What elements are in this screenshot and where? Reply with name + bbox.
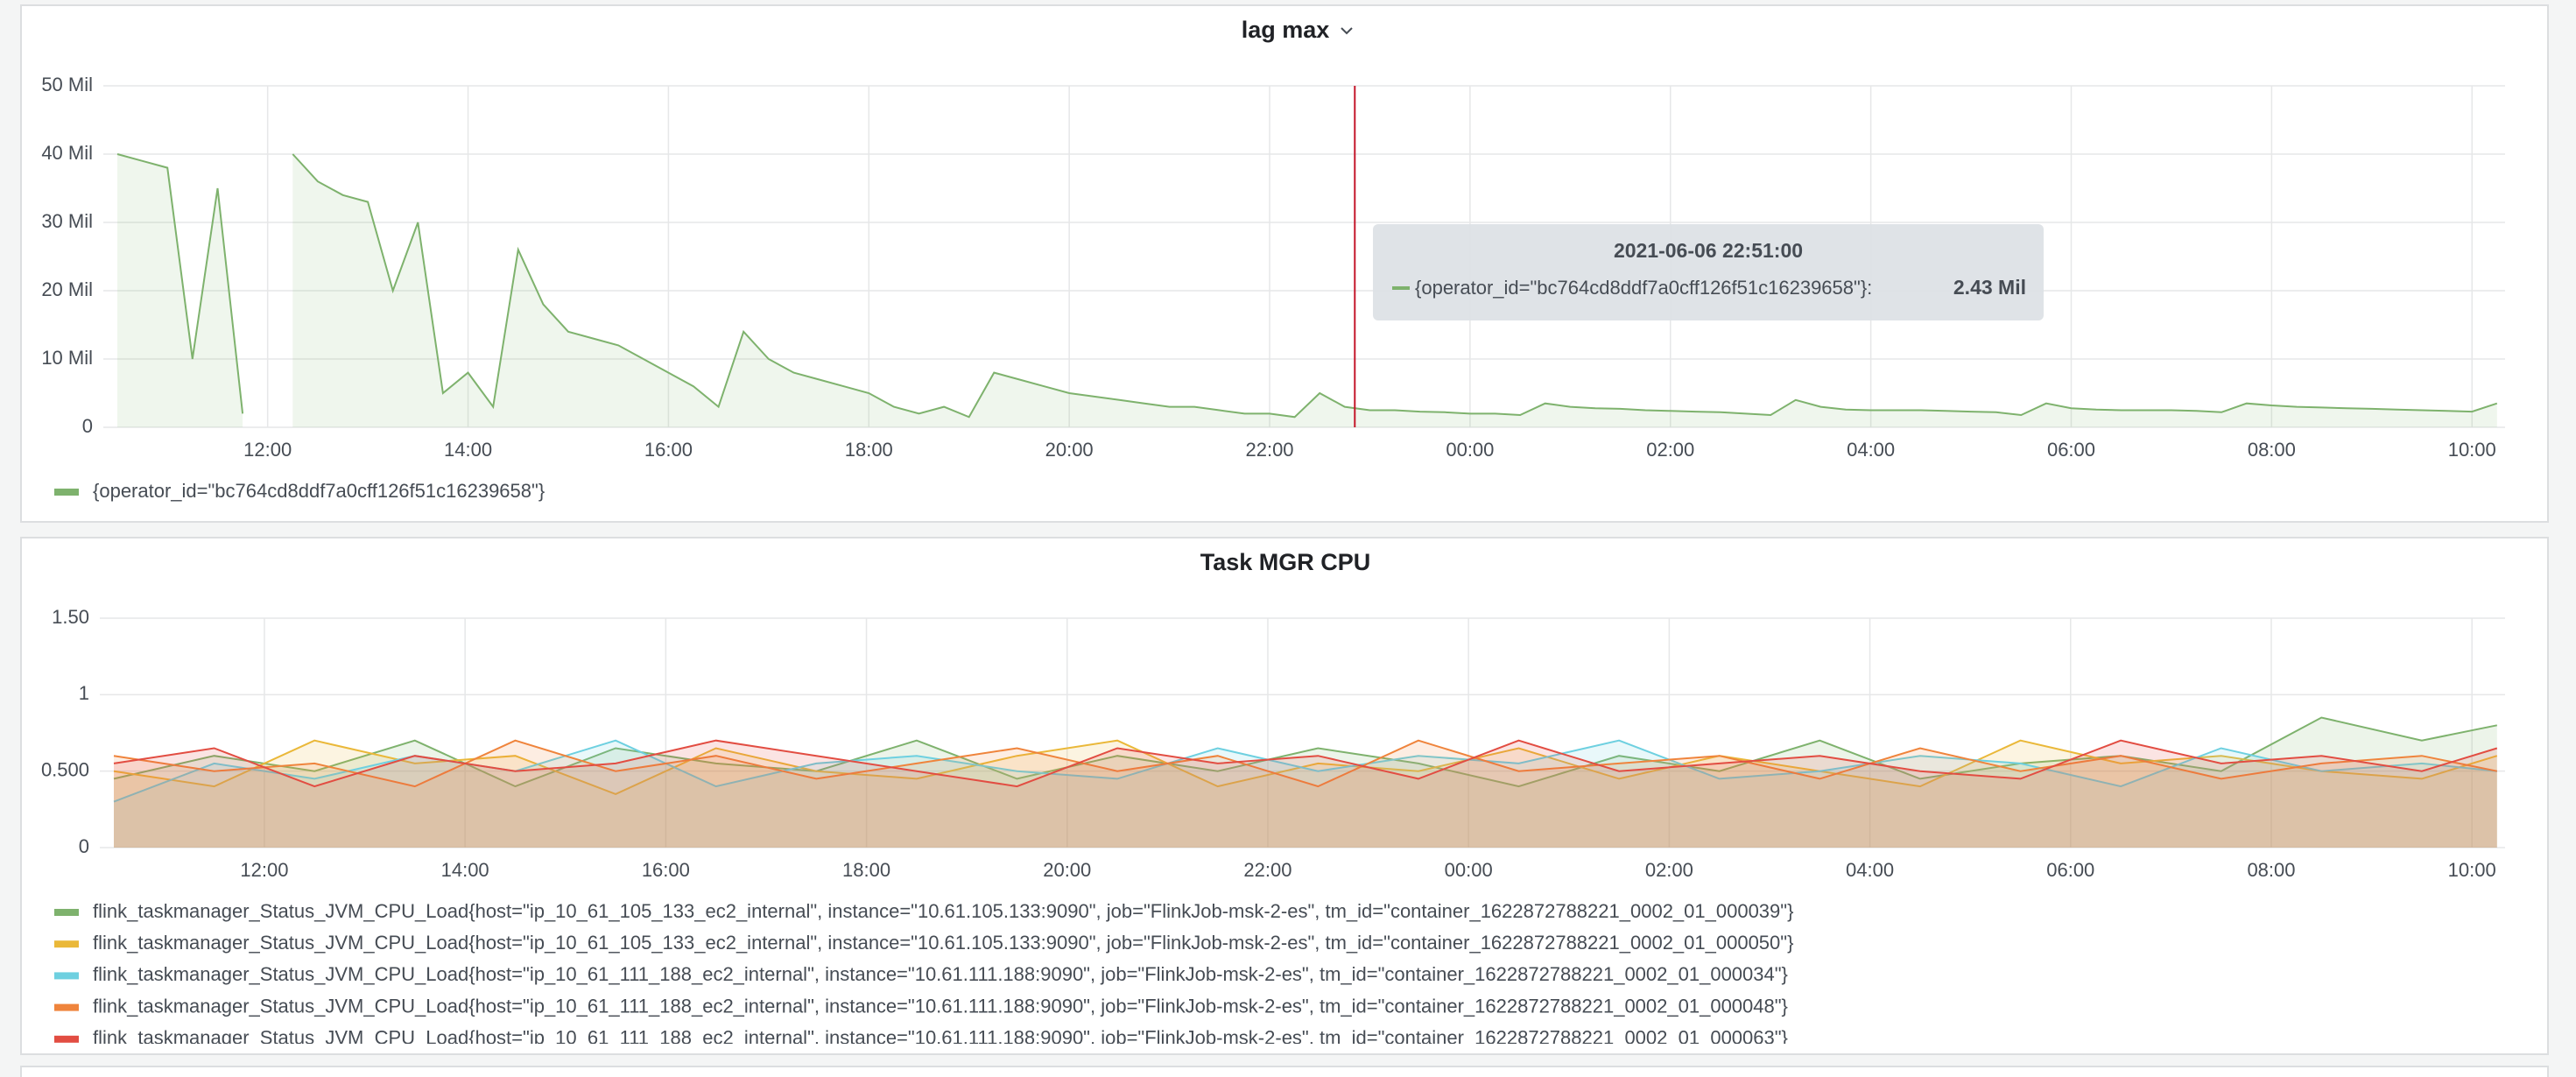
x-tick-label: 10:00 <box>2448 859 2496 881</box>
tooltip-time: 2021-06-06 22:51:00 <box>1614 239 1803 262</box>
legend-label[interactable]: {operator_id="bc764cd8ddf7a0cff126f51c16… <box>93 480 545 502</box>
y-tick-label: 1 <box>79 682 89 704</box>
legend-label[interactable]: flink_taskmanager_Status_JVM_CPU_Load{ho… <box>93 900 1793 922</box>
x-tick-label: 02:00 <box>1646 439 1694 461</box>
legend-swatch <box>54 489 79 496</box>
legend-swatch <box>54 1003 79 1011</box>
x-tick-label: 20:00 <box>1045 439 1094 461</box>
panel-title[interactable]: Task MGR CPU <box>1200 549 1371 575</box>
panel <box>20 4 2549 523</box>
x-tick-label: 10:00 <box>2448 439 2496 461</box>
area-fill <box>114 740 2497 848</box>
area-fill <box>114 740 2497 848</box>
tooltip-value: 2.43 Mil <box>1953 276 2026 299</box>
x-tick-label: 22:00 <box>1243 859 1292 881</box>
y-tick-label: 50 Mil <box>41 74 93 95</box>
x-tick-label: 06:00 <box>2046 859 2094 881</box>
y-tick-label: 40 Mil <box>41 142 93 164</box>
x-tick-label: 16:00 <box>644 439 693 461</box>
y-tick-label: 10 Mil <box>41 347 93 369</box>
x-tick-label: 14:00 <box>441 859 489 881</box>
x-tick-label: 06:00 <box>2047 439 2095 461</box>
x-tick-label: 18:00 <box>842 859 890 881</box>
panel <box>20 537 2549 1055</box>
tooltip-box <box>1373 224 2044 320</box>
y-tick-label: 30 Mil <box>41 210 93 232</box>
y-tick-label: 1.50 <box>52 606 89 628</box>
y-tick-label: 0 <box>79 835 89 857</box>
series-line <box>116 153 2498 419</box>
panel-title[interactable]: lag max <box>1242 17 1330 43</box>
x-tick-label: 08:00 <box>2248 439 2296 461</box>
legend-swatch <box>54 940 79 948</box>
tooltip-swatch <box>1392 286 1410 290</box>
x-tick-label: 08:00 <box>2247 859 2295 881</box>
y-tick-label: 0.500 <box>41 758 89 780</box>
y-tick-label: 0 <box>82 415 93 437</box>
x-tick-label: 12:00 <box>240 859 288 881</box>
x-tick-label: 12:00 <box>243 439 292 461</box>
chevron[interactable] <box>1341 27 1353 35</box>
x-tick-label: 14:00 <box>444 439 492 461</box>
x-tick-label: 04:00 <box>1847 439 1895 461</box>
x-tick-label: 00:00 <box>1446 439 1494 461</box>
area-fill <box>292 154 2497 427</box>
series-line <box>113 739 2498 795</box>
x-tick-label: 00:00 <box>1445 859 1493 881</box>
legend-label[interactable]: flink_taskmanager_Status_JVM_CPU_Load{ho… <box>93 995 1788 1017</box>
legend-label[interactable]: flink_taskmanager_Status_JVM_CPU_Load{ho… <box>93 932 1793 954</box>
x-tick-label: 16:00 <box>642 859 690 881</box>
panel <box>20 1066 2549 1077</box>
x-tick-label: 22:00 <box>1245 439 1293 461</box>
tooltip-series: {operator_id="bc764cd8ddf7a0cff126f51c16… <box>1415 277 1872 299</box>
legend-swatch <box>54 972 79 980</box>
legend-label[interactable]: flink_taskmanager_Status_JVM_CPU_Load{ho… <box>93 1027 1788 1049</box>
area-fill <box>114 740 2497 848</box>
x-tick-label: 18:00 <box>845 439 893 461</box>
x-tick-label: 20:00 <box>1043 859 1091 881</box>
legend-swatch <box>54 909 79 916</box>
x-tick-label: 02:00 <box>1645 859 1693 881</box>
legend-label[interactable]: flink_taskmanager_Status_JVM_CPU_Load{ho… <box>93 963 1788 985</box>
area-fill <box>114 740 2497 848</box>
legend: {operator_id="bc764cd8ddf7a0cff126f51c16… <box>54 480 545 502</box>
legend-swatch <box>54 1035 79 1043</box>
series-line <box>113 739 2497 788</box>
legend: flink_taskmanager_Status_JVM_CPU_Load{ho… <box>54 900 1793 1049</box>
y-tick-label: 20 Mil <box>41 278 93 300</box>
x-tick-label: 04:00 <box>1846 859 1894 881</box>
series-line <box>113 739 2498 788</box>
area-fill <box>117 154 243 427</box>
